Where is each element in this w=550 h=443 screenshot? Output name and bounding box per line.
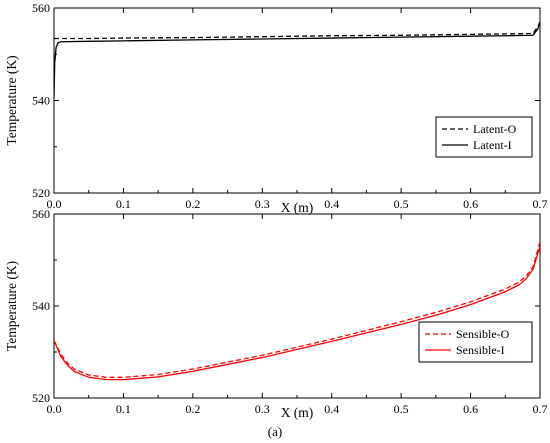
x-tick-label: 0.1: [116, 402, 131, 416]
x-tick-label: 0.4: [324, 197, 339, 211]
y-tick-label: 540: [32, 94, 50, 108]
x-tick-label: 0.6: [463, 197, 478, 211]
x-tick-label: 0.0: [47, 197, 62, 211]
x-tick-label: 0.5: [394, 197, 409, 211]
x-tick-label: 0.3: [255, 197, 270, 211]
x-tick-label: 0.1: [116, 197, 131, 211]
y-axis-label: Temperature (K): [4, 261, 19, 351]
series-line-sensible-i: [54, 246, 540, 381]
figure-caption: (a): [268, 424, 282, 439]
x-axis-label: X (m): [281, 200, 314, 215]
legend-box: [435, 116, 533, 158]
y-axis-label: Temperature (K): [4, 55, 19, 145]
x-tick-label: 0.5: [394, 402, 409, 416]
top-panel: 0.0 0.1 0.2 0.3 0.4 0.5 0.6 0.7 520 540 560 X (m) Te…: [4, 1, 548, 215]
x-tick-label: 0.2: [185, 402, 200, 416]
legend-label: Latent-I: [473, 138, 512, 152]
y-tick-label: 520: [32, 391, 50, 405]
series-line-latent-i: [54, 21, 540, 99]
legend-label: Sensible-O: [456, 327, 510, 341]
x-tick-label: 0.7: [533, 197, 548, 211]
x-tick-label: 0.6: [463, 402, 478, 416]
legend-label: Latent-O: [473, 122, 517, 136]
series-line-sensible-o: [54, 241, 540, 378]
series-line-latent-o: [54, 21, 540, 40]
legend-box: [418, 321, 533, 363]
y-tick-label: 560: [32, 1, 50, 15]
y-tick-label: 540: [32, 299, 50, 313]
x-tick-label: 0.2: [185, 197, 200, 211]
x-tick-label: 0.4: [324, 402, 339, 416]
x-tick-label: 0.0: [47, 402, 62, 416]
legend-label: Sensible-I: [456, 343, 505, 357]
y-tick-label: 520: [32, 186, 50, 200]
x-tick-label: 0.3: [255, 402, 270, 416]
x-tick-label: 0.7: [533, 402, 548, 416]
y-tick-label: 560: [32, 207, 50, 221]
bottom-panel: 0.0 0.1 0.2 0.3 0.4 0.5 0.6 0.7 520 540 560 X (m) Te…: [4, 207, 548, 420]
x-axis-label: X (m): [281, 405, 314, 420]
